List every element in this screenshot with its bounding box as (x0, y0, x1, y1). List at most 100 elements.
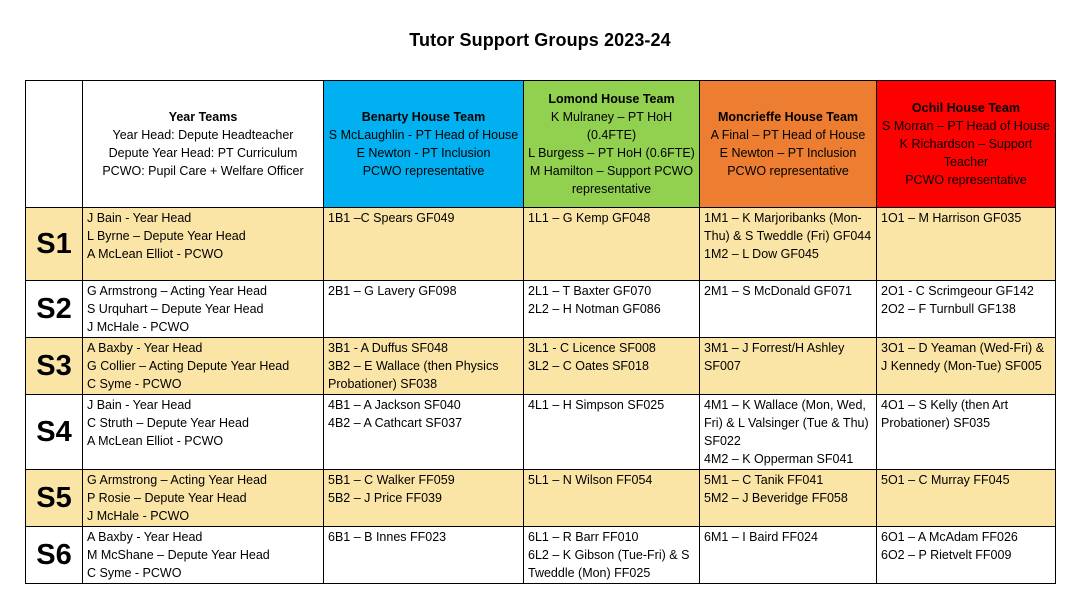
cell-line: 4B1 – A Jackson SF040 (328, 398, 461, 412)
cell-team: G Armstrong – Acting Year Head S Urquhart… (82, 280, 324, 338)
header-lomond: Lomond House Team K Mulraney – PT HoH (0… (523, 80, 700, 208)
cell-line: J Bain - Year Head (87, 398, 192, 412)
header-line: S Morran – PT Head of House (882, 119, 1050, 133)
cell-ochil: 1O1 – M Harrison GF035 (876, 207, 1056, 281)
tutor-groups-table: Year Teams Year Head: Depute Headteacher… (25, 80, 1056, 584)
cell-moncrieffe: 3M1 – J Forrest/H Ashley SF007 (699, 337, 877, 395)
cell-line: G Collier – Acting Depute Year Head (87, 359, 290, 373)
cell-team: A Baxby - Year Head G Collier – Acting De… (82, 337, 324, 395)
header-line: K Mulraney – PT HoH (0.4FTE) (550, 110, 673, 142)
cell-line: 5B1 – C Walker FF059 (328, 473, 455, 487)
cell-benarty: 3B1 - A Duffus SF048 3B2 – E Wallace (the… (323, 337, 524, 395)
header-row: Year Teams Year Head: Depute Headteacher… (25, 80, 1056, 208)
year-label: S1 (25, 207, 83, 281)
cell-line: L Byrne – Depute Year Head (87, 229, 246, 243)
header-line: K Richardson – Support Teacher (899, 137, 1033, 169)
year-label: S2 (25, 280, 83, 338)
cell-line: 6O2 – P Rietvelt FF009 (881, 548, 1012, 562)
year-row-s3: S3 A Baxby - Year Head G Collier – Acting … (25, 337, 1056, 395)
cell-ochil: 4O1 – S Kelly (then Art Probationer) SF0… (876, 394, 1056, 470)
cell-line: 4B2 – A Cathcart SF037 (328, 416, 463, 430)
cell-line: 6O1 – A McAdam FF026 (881, 530, 1018, 544)
cell-line: 6L1 – R Barr FF010 (528, 530, 639, 544)
cell-line: 1L1 – G Kemp GF048 (528, 211, 651, 225)
cell-benarty: 1B1 –C Spears GF049 (323, 207, 524, 281)
header-heading: Ochil House Team (911, 101, 1021, 115)
cell-moncrieffe: 2M1 – S McDonald GF071 (699, 280, 877, 338)
cell-line: 5M1 – C Tanik FF041 (704, 473, 824, 487)
cell-ochil: 6O1 – A McAdam FF026 6O2 – P Rietvelt FF0… (876, 526, 1056, 584)
cell-line: A McLean Elliot - PCWO (87, 247, 224, 261)
header-line: M Hamilton – Support PCWO representative (529, 164, 694, 196)
cell-line: M McShane – Depute Year Head (87, 548, 270, 562)
cell-line: 5O1 – C Murray FF045 (881, 473, 1010, 487)
cell-line: J Bain - Year Head (87, 211, 192, 225)
cell-line: 2L2 – H Notman GF086 (528, 302, 661, 316)
cell-line: 4M1 – K Wallace (Mon, Wed, Fri) & L Vals… (704, 398, 869, 448)
header-line: S McLaughlin - PT Head of House (328, 128, 519, 142)
cell-team: G Armstrong – Acting Year Head P Rosie – … (82, 469, 324, 527)
year-label: S5 (25, 469, 83, 527)
cell-lomond: 6L1 – R Barr FF010 6L2 – K Gibson (Tue-Fr… (523, 526, 700, 584)
header-line: Year Head: Depute Headteacher (112, 128, 294, 142)
cell-lomond: 4L1 – H Simpson SF025 (523, 394, 700, 470)
cell-ochil: 2O1 - C Scrimgeour GF142 2O2 – F Turnbull… (876, 280, 1056, 338)
cell-moncrieffe: 6M1 – I Baird FF024 (699, 526, 877, 584)
cell-team: A Baxby - Year Head M McShane – Depute Ye… (82, 526, 324, 584)
header-line: PCWO representative (727, 164, 849, 178)
cell-line: 2L1 – T Baxter GF070 (528, 284, 652, 298)
header-line: A Final – PT Head of House (710, 128, 866, 142)
cell-line: P Rosie – Depute Year Head (87, 491, 247, 505)
year-row-s1: S1 J Bain - Year Head L Byrne – Depute Yea… (25, 207, 1056, 281)
header-heading: Lomond House Team (548, 92, 675, 106)
header-line: E Newton – PT Inclusion (719, 146, 857, 160)
cell-benarty: 6B1 – B Innes FF023 (323, 526, 524, 584)
header-line: E Newton - PT Inclusion (356, 146, 491, 160)
cell-lomond: 5L1 – N Wilson FF054 (523, 469, 700, 527)
cell-line: 2O1 - C Scrimgeour GF142 (881, 284, 1034, 298)
cell-line: 1B1 –C Spears GF049 (328, 211, 455, 225)
cell-moncrieffe: 5M1 – C Tanik FF041 5M2 – J Beveridge FF0… (699, 469, 877, 527)
cell-line: 5B2 – J Price FF039 (328, 491, 442, 505)
year-row-s6: S6 A Baxby - Year Head M McShane – Depute … (25, 526, 1056, 584)
cell-benarty: 4B1 – A Jackson SF040 4B2 – A Cathcart SF… (323, 394, 524, 470)
cell-line: C Struth – Depute Year Head (87, 416, 249, 430)
cell-lomond: 3L1 - C Licence SF008 3L2 – C Oates SF018 (523, 337, 700, 395)
cell-line: 4M2 – K Opperman SF041 (704, 452, 854, 466)
cell-line: 4L1 – H Simpson SF025 (528, 398, 665, 412)
cell-line: 5M2 – J Beveridge FF058 (704, 491, 848, 505)
cell-line: 1O1 – M Harrison GF035 (881, 211, 1022, 225)
cell-line: 3M1 – J Forrest/H Ashley SF007 (704, 341, 845, 373)
cell-line: 3O1 – D Yeaman (Wed-Fri) & J Kennedy (Mo… (881, 341, 1045, 373)
year-row-s2: S2 G Armstrong – Acting Year Head S Urquha… (25, 280, 1056, 338)
cell-line: 6B1 – B Innes FF023 (328, 530, 447, 544)
year-label: S6 (25, 526, 83, 584)
cell-line: 4O1 – S Kelly (then Art Probationer) SF0… (881, 398, 1009, 430)
header-line: Depute Year Head: PT Curriculum (108, 146, 298, 160)
cell-line: J McHale - PCWO (87, 509, 190, 523)
header-heading: Benarty House Team (361, 110, 486, 124)
cell-line: 1M1 – K Marjoribanks (Mon-Thu) & S Twedd… (704, 211, 872, 243)
year-label: S3 (25, 337, 83, 395)
cell-line: 3B1 - A Duffus SF048 (328, 341, 448, 355)
page-title: Tutor Support Groups 2023-24 (409, 30, 671, 50)
header-ochil: Ochil House Team S Morran – PT Head of H… (876, 80, 1056, 208)
cell-line: A McLean Elliot - PCWO (87, 434, 224, 448)
cell-benarty: 2B1 – G Lavery GF098 (323, 280, 524, 338)
header-heading: Year Teams (168, 110, 238, 124)
year-row-s5: S5 G Armstrong – Acting Year Head P Rosie … (25, 469, 1056, 527)
cell-line: C Syme - PCWO (87, 566, 182, 580)
cell-line: G Armstrong – Acting Year Head (87, 284, 267, 298)
cell-line: 3L2 – C Oates SF018 (528, 359, 649, 373)
cell-team: J Bain - Year Head L Byrne – Depute Year … (82, 207, 324, 281)
cell-moncrieffe: 1M1 – K Marjoribanks (Mon-Thu) & S Twedd… (699, 207, 877, 281)
year-label: S4 (25, 394, 83, 470)
cell-line: 3L1 - C Licence SF008 (528, 341, 656, 355)
cell-lomond: 1L1 – G Kemp GF048 (523, 207, 700, 281)
cell-line: 5L1 – N Wilson FF054 (528, 473, 653, 487)
header-moncrieffe: Moncrieffe House Team A Final – PT Head … (699, 80, 877, 208)
cell-line: 6M1 – I Baird FF024 (704, 530, 818, 544)
cell-line: 1M2 – L Dow GF045 (704, 247, 819, 261)
cell-line: 2M1 – S McDonald GF071 (704, 284, 852, 298)
cell-line: 2B1 – G Lavery GF098 (328, 284, 457, 298)
